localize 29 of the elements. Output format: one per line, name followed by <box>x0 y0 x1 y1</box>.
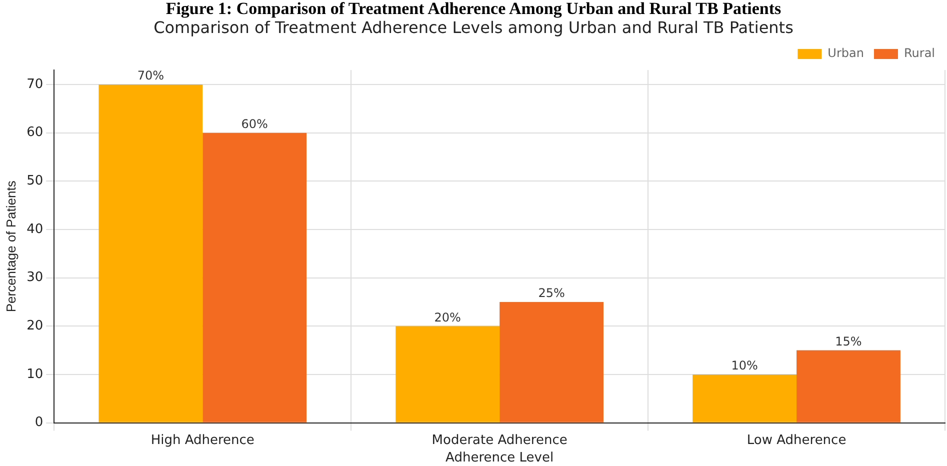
chart-title: Figure 1: Comparison of Treatment Adherence Among Urban and Rural TB Patients <box>164 0 782 18</box>
y-tick-label: 30 <box>26 270 44 286</box>
x-tick-label: High Adherence <box>150 432 254 448</box>
data-label: 20% <box>434 310 461 324</box>
data-label: 70% <box>137 68 164 83</box>
legend-label: Urban <box>828 46 864 60</box>
data-label: 10% <box>731 358 758 373</box>
y-tick-label: 20 <box>26 318 44 334</box>
x-axis-title: Adherence Level <box>446 450 554 466</box>
y-tick-label: 50 <box>26 174 44 189</box>
y-tick-label: 70 <box>26 76 44 92</box>
chart-subtitle: Comparison of Treatment Adherence Levels among Urban and Rural TB Patients <box>152 18 794 38</box>
bar <box>396 326 500 422</box>
y-axis-title: Percentage of Patients <box>3 180 18 312</box>
bar <box>500 302 604 422</box>
legend-label: Rural <box>904 46 936 60</box>
y-tick-label: 0 <box>34 415 44 430</box>
bar <box>692 374 797 422</box>
data-label: 60% <box>241 116 268 131</box>
bar <box>202 132 307 422</box>
y-tick-label: 40 <box>26 222 44 237</box>
bar <box>796 350 900 422</box>
x-tick-label: Moderate Adherence <box>432 432 568 448</box>
x-tick-label: Low Adherence <box>746 432 846 448</box>
y-tick-label: 60 <box>26 125 44 140</box>
data-label: 15% <box>835 334 862 348</box>
bar <box>98 84 203 422</box>
data-label: 25% <box>538 286 565 300</box>
y-tick-label: 10 <box>26 366 44 382</box>
